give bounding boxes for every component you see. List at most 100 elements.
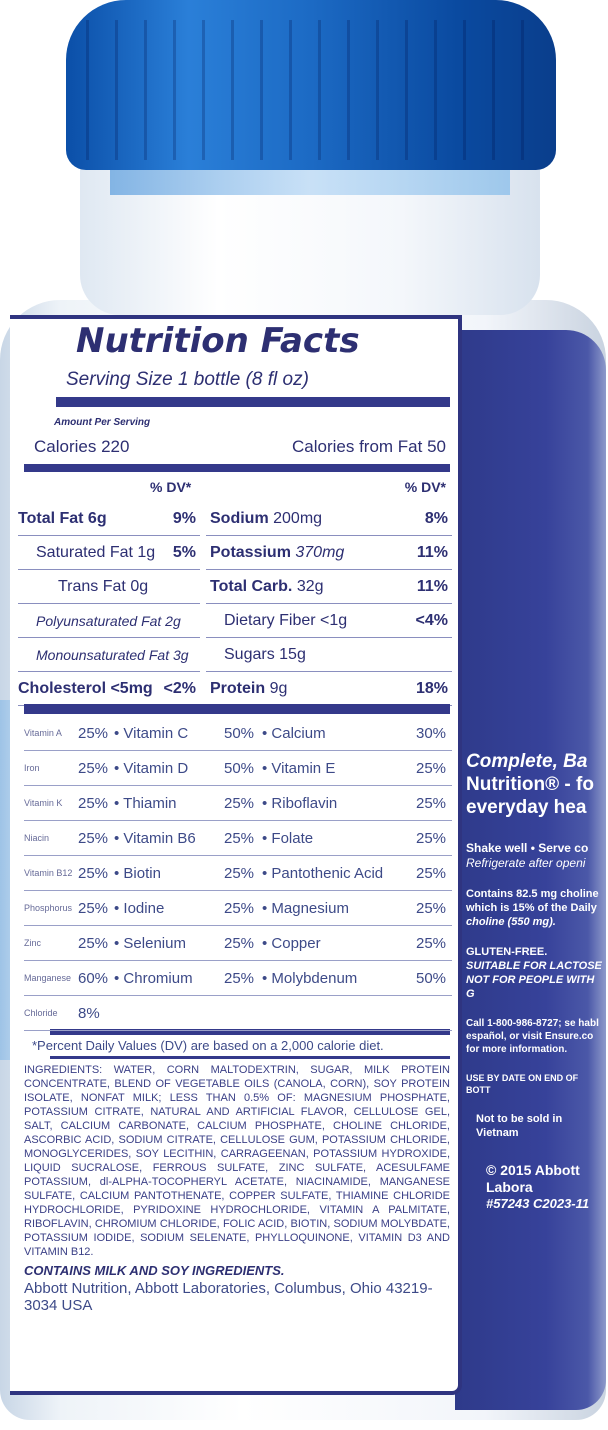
amount-per-serving: Amount Per Serving	[54, 417, 151, 428]
nutrient-row-right: Dietary Fiber <1g <4%	[206, 604, 452, 638]
vitamin-text: 25%	[78, 864, 109, 882]
nutrient-name: Dietary Fiber <1g	[224, 611, 348, 629]
vitamin-dv: 25%	[224, 795, 262, 812]
vitamin-text: Thiamin	[123, 794, 177, 812]
cap-rib	[173, 20, 176, 160]
nutrient-row-left: Total Fat 6g 9%	[18, 502, 200, 536]
vitamin-text: Vitamin E	[271, 759, 336, 777]
divider	[24, 464, 450, 472]
vitamin-text: 25%	[78, 934, 109, 952]
vitamin-text: Vitamin K	[24, 798, 63, 808]
vitamin-text: 25%	[415, 934, 447, 952]
vitamin-text: 25%	[223, 934, 255, 952]
vitamin-name: • Riboflavin	[261, 794, 338, 812]
vitamin-dv: 25%	[78, 935, 114, 952]
vitamin-text: 60%	[78, 969, 109, 987]
call-line-1: Call 1-800-986-8727; se habl	[466, 1018, 599, 1029]
vitamin-name: • Calcium	[261, 724, 326, 742]
vitamin-text: Zinc	[24, 938, 42, 948]
vitamin-text: 25%	[415, 829, 447, 847]
cap-rib	[492, 20, 495, 160]
nutrient-label: Total Fat 6g	[18, 509, 107, 527]
cap-ring	[110, 165, 510, 195]
divider	[50, 1029, 450, 1035]
dv-footnote: *Percent Daily Values (DV) are based on …	[32, 1038, 384, 1053]
ingredients-list: INGREDIENTS: WATER, CORN MALTODEXTRIN, S…	[24, 1064, 450, 1258]
vitamin-text: Phosphorus	[24, 903, 73, 913]
vitamin-text: Magnesium	[271, 899, 349, 917]
vitamin-text: 50%	[223, 759, 255, 777]
nutrient-row-left: Monounsaturated Fat 3g	[18, 638, 200, 672]
vitamin-dv: 25%	[78, 725, 114, 742]
vitamin-text: Vitamin A	[24, 728, 62, 738]
vitamin-name: Vitamin A	[24, 728, 78, 738]
cap-rib	[376, 20, 379, 160]
copyright: © 2015 Abbott Labora	[486, 1162, 580, 1195]
cap-rib	[202, 20, 205, 160]
nutrient-row-right: Total Carb. 32g 11%	[206, 570, 452, 604]
dv-header-left: % DV*	[150, 479, 192, 495]
cap-rib	[434, 20, 437, 160]
vitamin-text: Iron	[24, 763, 40, 773]
vitamin-text: 25%	[78, 794, 109, 812]
vitamin-name: Iron	[24, 763, 78, 773]
vitamin-text: Chloride	[24, 1008, 58, 1018]
dv-header-right: % DV*	[404, 479, 446, 495]
vitamin-dv: 60%	[78, 970, 114, 987]
tagline-line-1: Complete, Ba	[466, 751, 588, 772]
nutrient-row-right: Sodium 200mg 8%	[206, 502, 452, 536]
vitamin-text: 50%	[223, 724, 255, 742]
vitamin-dv: 25%	[416, 830, 452, 847]
nutrient-name: Sugars 15g	[224, 645, 306, 663]
nutrient-row-left: Cholesterol <5mg <2%	[18, 672, 200, 706]
cap-rib	[86, 20, 89, 160]
cap-rib	[144, 20, 147, 160]
vitamin-dv: 25%	[416, 900, 452, 917]
tagline-line-3: everyday hea	[466, 797, 587, 818]
choline-line-2: which is 15% of the Daily	[466, 902, 597, 914]
panel-lower-section: *Percent Daily Values (DV) are based on …	[10, 1029, 458, 1322]
call-line-2: español, or visit Ensure.co	[466, 1031, 594, 1042]
serving-size: Serving Size 1 bottle (8 fl oz)	[66, 369, 309, 390]
divider	[56, 397, 450, 407]
vitamin-row: Niacin 25% • Vitamin B6 25% • Folate 25%	[24, 821, 452, 856]
vitamin-name: Chloride	[24, 1008, 78, 1018]
vitamin-dv: 50%	[224, 760, 262, 777]
vitamin-name: • Biotin	[114, 864, 161, 882]
divider	[50, 1056, 450, 1059]
nutrient-label: Polyunsaturated Fat 2g	[36, 612, 181, 629]
calories-from-fat: Calories from Fat 50	[292, 437, 446, 456]
vitamin-text: 25%	[415, 864, 447, 882]
vitamin-name: • Vitamin E	[261, 759, 336, 777]
vitamin-text: 25%	[223, 969, 255, 987]
vitamin-dv: 25%	[416, 935, 452, 952]
vitamin-name: • Chromium	[114, 969, 193, 987]
nutrient-dv: <4%	[415, 611, 448, 629]
vitamin-name: Niacin	[24, 833, 78, 843]
side-panel	[455, 330, 606, 1410]
vitamin-row: Vitamin B12 25% • Biotin 25% • Pantothenic A…	[24, 856, 452, 891]
nutrient-amount: 32g	[296, 577, 324, 595]
manufacturer: Abbott Nutrition, Abbott Laboratories, C…	[24, 1280, 433, 1314]
nutrient-row-left: Polyunsaturated Fat 2g	[18, 604, 200, 638]
cap-rib	[521, 20, 524, 160]
vitamin-text: 25%	[223, 899, 255, 917]
vitamin-dv: 25%	[224, 970, 262, 987]
vitamin-text: Copper	[271, 934, 321, 952]
vitamin-text: Vitamin D	[123, 759, 189, 777]
vitamin-text: 50%	[415, 969, 447, 987]
vitamin-name: • Copper	[261, 934, 321, 952]
nutrient-label: Total Carb. 32g	[206, 578, 324, 596]
cap-rib	[318, 20, 321, 160]
vitamin-text: Chromium	[123, 969, 193, 987]
product-code: #57243 C2023-11	[486, 1196, 590, 1211]
vitamin-text: Vitamin C	[123, 724, 189, 742]
vitamin-dv: 25%	[78, 900, 114, 917]
shake-instructions: Shake well • Serve co	[466, 841, 589, 855]
vitamin-dv: 25%	[224, 830, 262, 847]
nutrient-dv: 11%	[416, 577, 448, 595]
vitamin-name: • Vitamin D	[114, 759, 189, 777]
nutrient-label: Protein 9g	[206, 680, 287, 698]
allergen-statement: CONTAINS MILK AND SOY INGREDIENTS.	[24, 1263, 285, 1278]
side-panel-text: Complete, Ba Nutrition® - fo everyday he…	[466, 750, 604, 1212]
